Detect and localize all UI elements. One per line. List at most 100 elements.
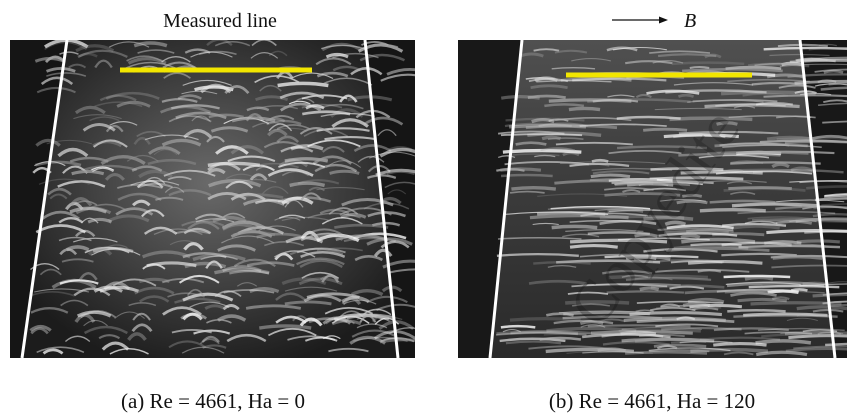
flow-texture [777, 43, 828, 48]
flow-texture [682, 67, 783, 73]
flow-texture [579, 320, 604, 325]
flow-texture [527, 94, 566, 100]
flow-texture [766, 135, 814, 141]
flow-texture [207, 168, 226, 175]
flow-texture [225, 180, 254, 189]
flow-texture [233, 258, 276, 268]
flow-texture [771, 162, 790, 169]
flow-texture [621, 274, 649, 278]
flow-texture [329, 169, 360, 175]
flow-texture [796, 239, 840, 244]
flow-texture [92, 246, 134, 253]
flow-texture [155, 196, 184, 201]
flow-texture [500, 133, 583, 137]
flow-texture [353, 144, 392, 153]
flow-texture [658, 232, 738, 237]
flow-texture [379, 338, 415, 344]
flow-texture [570, 163, 610, 167]
flow-texture [818, 43, 838, 47]
flow-texture [654, 268, 750, 273]
flow-texture [388, 146, 413, 152]
flow-texture [87, 246, 113, 256]
flow-texture [725, 169, 744, 173]
flow-texture [787, 73, 847, 78]
flow-texture [57, 180, 106, 188]
flow-texture [123, 61, 178, 70]
flow-texture [812, 134, 847, 140]
flow-texture [823, 194, 847, 198]
flow-texture [663, 133, 739, 139]
flow-texture [357, 155, 385, 163]
flow-texture [251, 40, 277, 47]
flow-texture [747, 62, 810, 68]
flow-texture [171, 328, 212, 334]
flow-texture [505, 340, 562, 345]
flow-texture [500, 324, 536, 329]
flow-texture [727, 78, 810, 83]
flow-texture [704, 103, 800, 109]
flow-texture [279, 91, 325, 100]
flow-texture [245, 304, 302, 310]
flow-texture [606, 290, 685, 294]
flow-texture [599, 219, 657, 225]
flow-texture [254, 75, 300, 84]
flow-texture [258, 225, 296, 231]
flow-texture [744, 275, 774, 281]
flow-texture [378, 320, 415, 330]
flow-texture [316, 247, 363, 252]
flow-texture [61, 258, 94, 263]
flow-texture [716, 288, 799, 293]
flow-texture [687, 99, 764, 103]
flow-texture [757, 327, 845, 332]
flow-texture [39, 268, 62, 276]
flow-texture [499, 337, 566, 343]
flow-texture [69, 156, 109, 163]
flow-texture [354, 255, 383, 262]
flow-texture [132, 199, 151, 207]
flow-texture [666, 224, 734, 230]
flow-texture [509, 316, 581, 322]
flow-texture [544, 103, 585, 108]
flow-texture [676, 316, 696, 321]
flow-texture [362, 308, 392, 316]
flow-texture [363, 116, 404, 126]
flow-texture [73, 237, 118, 243]
flow-texture [280, 146, 314, 153]
flow-texture [171, 104, 220, 110]
flow-texture [205, 260, 223, 269]
flow-texture [109, 121, 138, 126]
flow-texture [320, 44, 365, 50]
flow-texture [579, 123, 667, 127]
flow-texture [808, 46, 847, 51]
flow-texture [350, 288, 384, 297]
flow-texture [193, 329, 231, 335]
flow-texture [276, 135, 300, 143]
flow-texture [371, 314, 391, 323]
flow-texture [812, 308, 844, 313]
flow-texture [204, 304, 226, 310]
flow-texture [201, 335, 220, 343]
flow-texture [36, 346, 85, 354]
flow-texture [298, 277, 343, 286]
flow-texture [497, 236, 582, 240]
flow-texture [267, 168, 314, 177]
flow-texture [275, 315, 307, 324]
flow-texture [341, 295, 370, 304]
flow-texture [256, 232, 305, 239]
flow-texture [78, 271, 98, 281]
flow-texture [500, 167, 542, 172]
flow-texture [709, 199, 776, 204]
flow-texture [162, 306, 202, 316]
flow-texture [262, 186, 289, 195]
flow-texture [138, 182, 173, 189]
flow-texture [331, 118, 369, 128]
flow-texture [57, 147, 89, 158]
flow-texture [604, 187, 654, 191]
flow-texture [817, 331, 842, 335]
caption: (b) Re = 4661, Ha = 120 [549, 389, 755, 413]
flow-texture [133, 41, 168, 48]
flow-texture [739, 222, 785, 227]
flow-texture [331, 319, 362, 326]
flow-texture [788, 334, 847, 340]
flow-texture [680, 170, 763, 175]
